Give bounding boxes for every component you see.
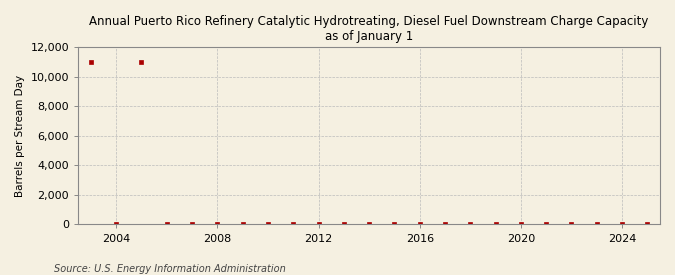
Title: Annual Puerto Rico Refinery Catalytic Hydrotreating, Diesel Fuel Downstream Char: Annual Puerto Rico Refinery Catalytic Hy… [89,15,649,43]
Text: Source: U.S. Energy Information Administration: Source: U.S. Energy Information Administ… [54,264,286,274]
Y-axis label: Barrels per Stream Day: Barrels per Stream Day [15,75,25,197]
